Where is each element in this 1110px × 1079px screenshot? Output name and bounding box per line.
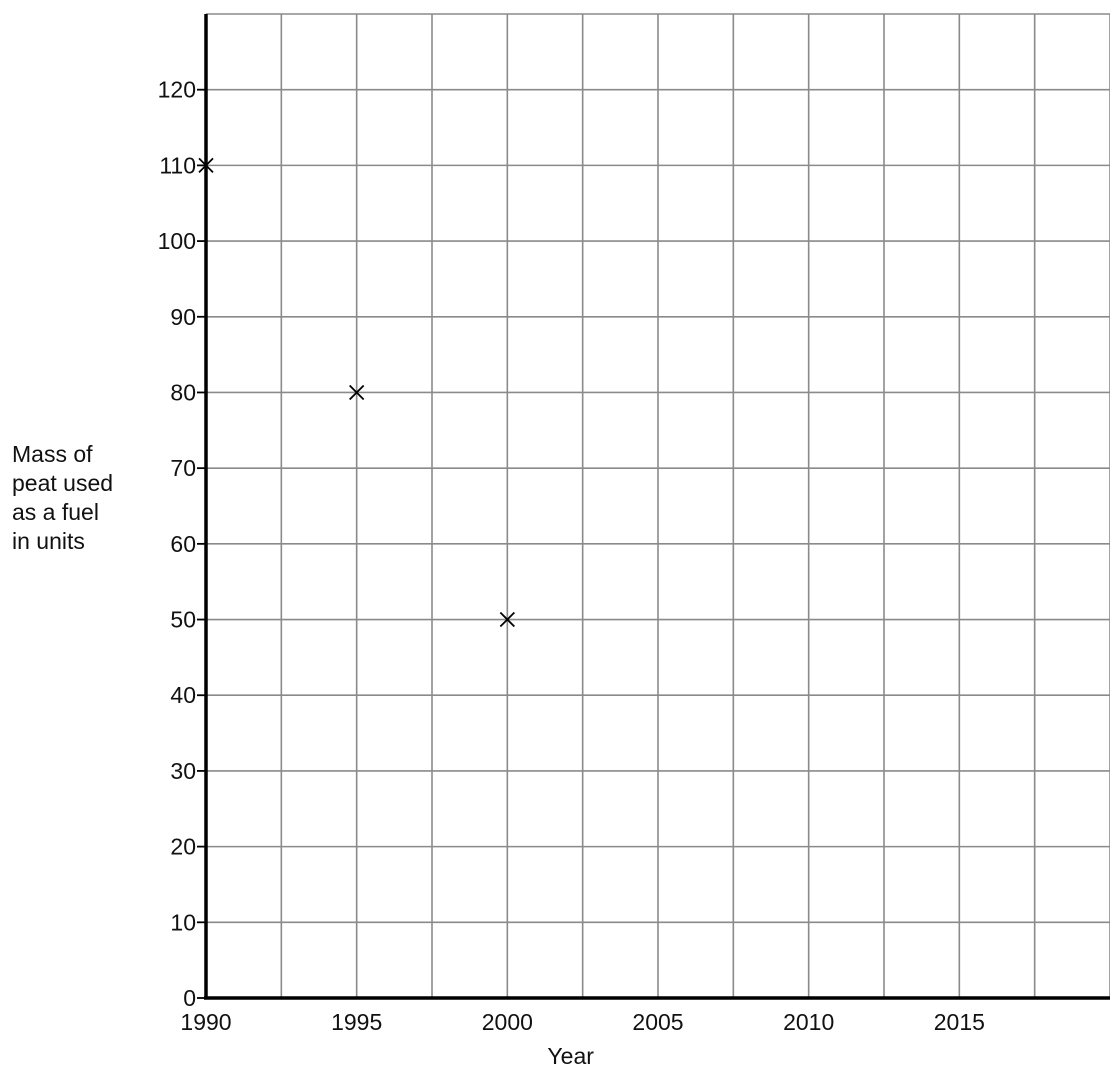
x-axis-label: Year (547, 1043, 594, 1069)
y-axis-label-line: in units (12, 528, 85, 554)
y-tick-label: 0 (183, 985, 196, 1011)
x-tick-label: 1990 (180, 1009, 231, 1035)
data-points (198, 157, 515, 628)
y-tick-label: 20 (170, 834, 196, 860)
data-point (499, 611, 515, 628)
data-point-stroke (198, 157, 214, 174)
data-point-stroke (499, 611, 515, 628)
x-tick-label: 2010 (783, 1009, 834, 1035)
y-axis-label-line: as a fuel (12, 499, 99, 525)
x-tick-label: 1995 (331, 1009, 382, 1035)
y-tick-label: 40 (170, 682, 196, 708)
y-tick-label: 120 (158, 77, 196, 103)
y-tick-label: 80 (170, 379, 196, 405)
y-tick-label: 50 (170, 607, 196, 633)
x-tick-label: 2005 (632, 1009, 683, 1035)
y-axis-label: Mass of peat used as a fuel in units (12, 440, 113, 556)
y-tick-label: 110 (159, 152, 196, 178)
y-tick-label: 60 (170, 531, 196, 557)
axes (197, 14, 1110, 1000)
data-point-stroke (349, 384, 365, 401)
data-point (198, 157, 214, 174)
y-axis-label-line: Mass of (12, 441, 93, 467)
x-tick-label: 2015 (934, 1009, 985, 1035)
tick-labels: 0 10 20 30 40 50 60 70 80 90 100 110 120 1990 1995 2000… (158, 77, 985, 1035)
y-tick-label: 90 (170, 304, 196, 330)
y-tick-label: 30 (170, 758, 196, 784)
y-tick-label: 10 (170, 909, 196, 935)
y-tick-label: 100 (158, 228, 196, 254)
y-tick-label: 70 (170, 455, 196, 481)
grid (205, 13, 1110, 999)
x-tick-label: 2000 (482, 1009, 533, 1035)
data-point (349, 384, 365, 401)
y-axis-label-line: peat used (12, 470, 114, 496)
